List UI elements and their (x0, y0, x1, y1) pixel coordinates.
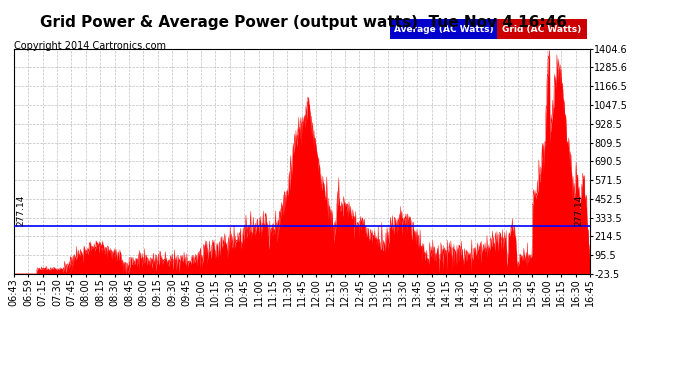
Text: Copyright 2014 Cartronics.com: Copyright 2014 Cartronics.com (14, 41, 166, 51)
Text: Grid (AC Watts): Grid (AC Watts) (502, 25, 581, 34)
Text: 277.14: 277.14 (574, 194, 583, 226)
Text: Grid Power & Average Power (output watts)  Tue Nov 4 16:46: Grid Power & Average Power (output watts… (40, 15, 567, 30)
Text: Average (AC Watts): Average (AC Watts) (393, 25, 493, 34)
Text: 277.14: 277.14 (17, 194, 26, 226)
